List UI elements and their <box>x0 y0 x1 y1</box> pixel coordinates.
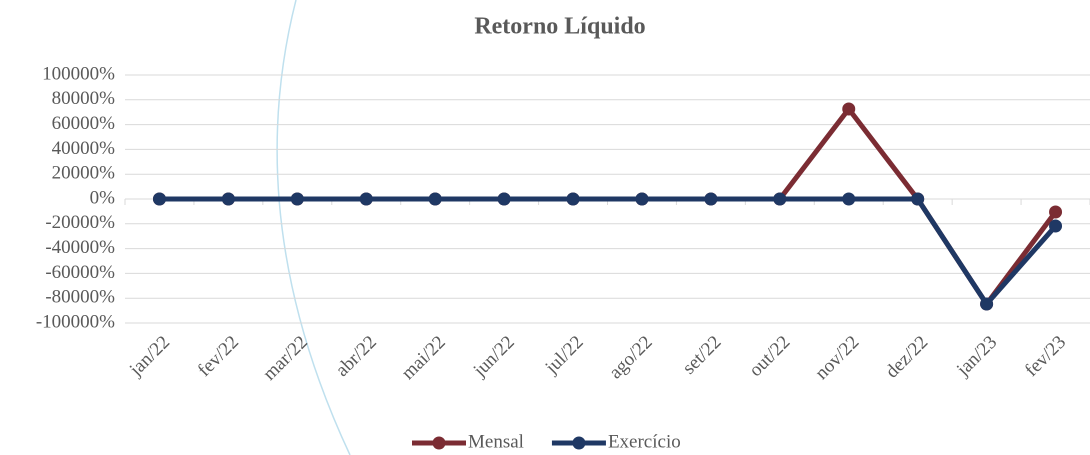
x-tick-label: dez/22 <box>882 332 933 383</box>
y-tick-label: -40000% <box>45 237 115 258</box>
y-tick-label: -60000% <box>45 262 115 283</box>
point <box>911 192 925 206</box>
y-tick-label: 20000% <box>52 163 116 184</box>
point <box>152 192 166 206</box>
legend-marker <box>432 436 446 450</box>
point <box>1049 205 1063 219</box>
x-tick-label: abr/22 <box>332 332 381 381</box>
x-tick-label: ago/22 <box>605 332 656 383</box>
decoration-arc <box>276 0 351 455</box>
point <box>704 192 718 206</box>
point <box>635 192 649 206</box>
x-tick-label: nov/22 <box>811 332 863 384</box>
point <box>566 192 580 206</box>
point <box>290 192 304 206</box>
x-tick-label: mar/22 <box>259 332 312 385</box>
point <box>1049 219 1063 233</box>
y-tick-label: -20000% <box>45 212 115 233</box>
point <box>980 297 994 311</box>
x-tick-label: jan/22 <box>125 332 174 381</box>
y-tick-label: -100000% <box>36 311 115 332</box>
y-tick-label: -80000% <box>45 287 115 308</box>
x-tick-label: mai/22 <box>398 332 450 384</box>
x-tick-label: jan/23 <box>952 332 1001 381</box>
series-line <box>159 196 1058 307</box>
legend-label: Mensal <box>468 431 524 452</box>
x-tick-label: jul/22 <box>541 332 588 379</box>
point <box>497 192 511 206</box>
y-tick-label: 60000% <box>52 113 116 134</box>
x-tick-label: jun/22 <box>469 332 519 382</box>
legend-marker <box>572 436 586 450</box>
y-tick-label: 80000% <box>52 88 116 109</box>
y-tick-label: 100000% <box>42 63 115 84</box>
chart-title: Retorno Líquido <box>474 14 645 40</box>
x-tick-label: set/22 <box>679 332 726 379</box>
point <box>842 102 856 116</box>
y-tick-label: 40000% <box>52 138 116 159</box>
x-tick-label: fev/22 <box>194 332 243 381</box>
point <box>842 192 856 206</box>
point <box>428 192 442 206</box>
x-tick-label: out/22 <box>745 332 794 381</box>
y-tick-label: 0% <box>90 187 116 208</box>
point <box>359 192 373 206</box>
legend-label: Exercício <box>608 431 681 452</box>
point <box>221 192 235 206</box>
point <box>773 192 787 206</box>
x-tick-label: fev/23 <box>1021 332 1070 381</box>
